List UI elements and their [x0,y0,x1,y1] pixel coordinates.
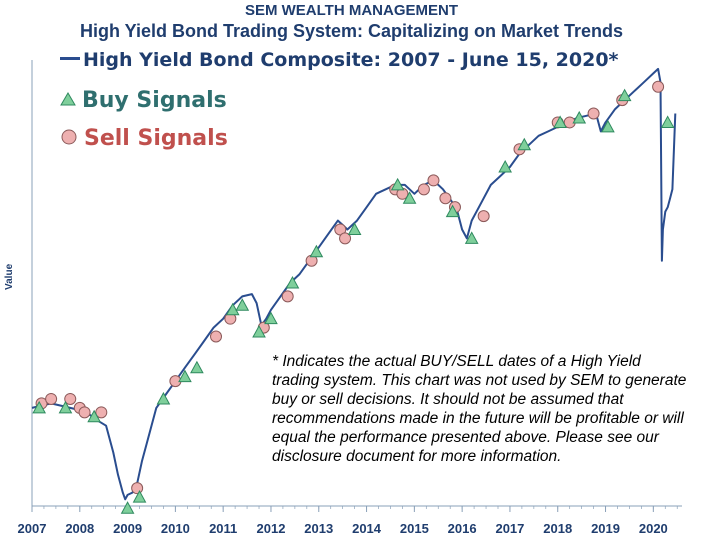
x-tick-label: 2015 [400,521,429,536]
sell-signal-marker [477,210,490,223]
sell-signal-marker [210,330,223,343]
sell-signal-marker [587,107,600,120]
buy-signal-marker [285,275,300,289]
buy-signal-marker [660,115,675,128]
x-tick-label: 2011 [209,521,237,536]
sell-signal-marker [45,392,58,405]
sell-circle-icon [61,129,77,145]
buy-signal-marker [445,204,460,218]
buy-signal-marker [190,360,204,374]
series-line-swatch [60,57,80,60]
sell-signal-marker [439,192,452,205]
x-tick-label: 2017 [495,521,524,536]
legend-sell: Sell Signals [60,126,228,151]
buy-signal-marker [347,222,362,235]
x-tick-label: 2010 [161,521,190,536]
buy-signal-marker [120,501,135,514]
legend-buy-label: Buy Signals [82,88,227,113]
series-legend: High Yield Bond Composite: 2007 - June 1… [60,49,618,71]
sell-signal-marker [339,232,352,245]
buy-triangle-icon [60,92,76,106]
x-tick-label: 2020 [639,521,668,536]
buy-signal-marker [617,88,632,102]
buy-signal-marker [601,119,615,133]
buy-signal-marker [264,311,278,325]
buy-signal-marker [87,409,101,423]
x-tick-label: 2014 [352,521,382,536]
buy-signal-marker [309,244,324,258]
company-name: SEM WEALTH MANAGEMENT [244,2,459,19]
sell-signal-marker [78,406,91,419]
x-tick-label: 2007 [18,521,47,536]
legend-buy: Buy Signals [60,88,227,113]
buy-signal-marker [390,177,405,191]
buy-signal-marker [498,159,513,173]
sell-signal-marker [417,183,430,196]
x-tick-label: 2019 [591,521,620,536]
x-tick-label: 2009 [113,521,142,536]
sell-signal-marker [652,80,665,93]
legend-sell-label: Sell Signals [84,126,228,151]
sell-signal-marker [64,392,77,405]
x-tick-label: 2016 [448,521,477,536]
chart-title: High Yield Bond Trading System: Capitali… [79,21,624,41]
x-tick-label: 2008 [65,521,94,536]
buy-signal-marker [156,391,171,405]
buy-signal-marker [464,231,479,244]
x-tick-label: 2013 [304,521,333,536]
buy-signal-marker [553,115,567,128]
series-legend-label: High Yield Bond Composite: 2007 - June 1… [83,49,619,71]
x-tick-label: 2018 [543,521,572,536]
buy-signal-marker [32,400,47,414]
buy-signal-marker [572,110,587,124]
buy-signal-marker [178,369,192,383]
buy-signal-marker [235,298,250,311]
sell-signal-marker [95,406,108,419]
disclaimer-footnote: * Indicates the actual BUY/SELL dates of… [272,353,687,465]
sell-signal-marker [427,174,440,187]
buy-signal-marker [225,302,240,316]
buy-signal-marker [402,191,417,204]
buy-signal-marker [517,137,532,151]
x-tick-label: 2012 [257,521,286,536]
buy-signal-marker [132,490,147,503]
sell-signal-marker [131,482,144,495]
sell-signal-marker [281,290,294,303]
buy-signal-marker [252,325,266,338]
buy-signal-marker [58,400,73,414]
